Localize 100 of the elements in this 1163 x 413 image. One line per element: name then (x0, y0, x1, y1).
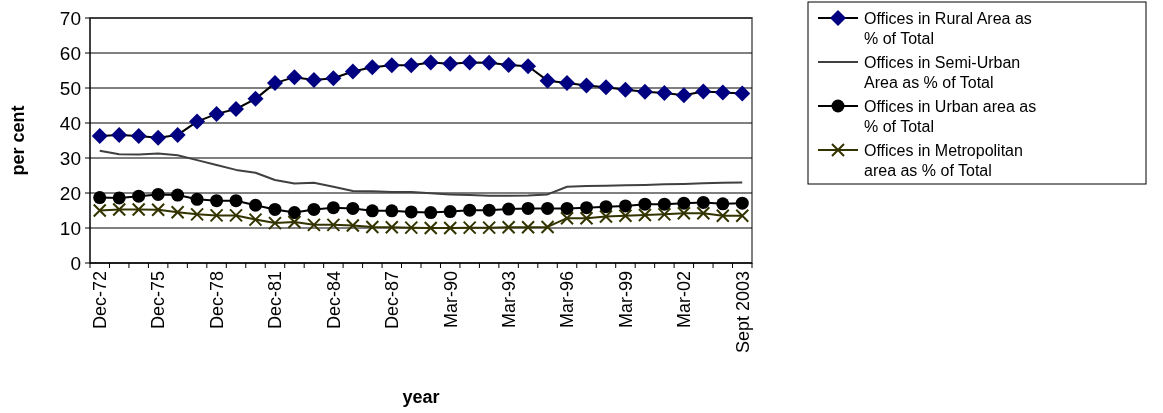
x-tick-label: Dec-84 (323, 271, 344, 330)
point (539, 72, 556, 89)
point (325, 70, 342, 87)
point (521, 201, 535, 215)
point (481, 54, 498, 71)
point (579, 211, 594, 226)
point (306, 217, 321, 232)
y-tick-label: 0 (70, 252, 81, 274)
point (597, 79, 614, 96)
point (248, 212, 263, 227)
point (307, 202, 321, 216)
x-tick-label: Mar-90 (440, 271, 461, 329)
point (404, 220, 419, 235)
point (403, 57, 420, 74)
point (150, 129, 167, 146)
point (695, 83, 712, 100)
point (326, 201, 340, 215)
x-tick-label: Mar-96 (557, 271, 578, 329)
point (345, 218, 360, 233)
y-tick-label: 20 (59, 182, 81, 204)
point (132, 189, 146, 203)
x-tick-label: Dec-72 (90, 271, 111, 330)
y-tick-label: 40 (59, 112, 81, 134)
point (130, 127, 147, 144)
point (696, 195, 710, 209)
point (365, 204, 379, 218)
x-tick-label: Dec-81 (265, 271, 286, 330)
legend-label: Offices in Semi-Urban Area as % of Total (864, 53, 1021, 91)
point (229, 194, 243, 208)
point (151, 187, 165, 201)
point (638, 197, 652, 211)
y-tick-label: 50 (59, 77, 81, 99)
point (501, 220, 516, 235)
point (716, 197, 730, 211)
point (346, 201, 360, 215)
y-tick-label: 70 (59, 7, 81, 29)
point (520, 58, 537, 75)
point (657, 197, 671, 211)
point (210, 194, 224, 208)
point (599, 200, 613, 214)
point (287, 206, 301, 220)
point (617, 81, 634, 98)
point (482, 220, 497, 235)
point (502, 202, 516, 216)
point (598, 209, 613, 224)
point (151, 202, 166, 217)
x-tick-label: Dec-75 (148, 271, 169, 330)
legend-label: Offices in Rural Area as % of Total (864, 9, 1032, 47)
point (560, 201, 574, 215)
point (521, 220, 536, 235)
point (715, 208, 730, 223)
point (578, 77, 595, 94)
point (208, 105, 225, 122)
point (676, 206, 691, 221)
point (461, 54, 478, 71)
point (93, 191, 107, 205)
point (734, 85, 751, 102)
y-axis-title: per cent (8, 105, 28, 176)
point (111, 126, 128, 143)
point (344, 63, 361, 80)
y-tick-label: 60 (59, 42, 81, 64)
point (365, 219, 380, 234)
y-tick-label: 30 (59, 147, 81, 169)
point (443, 205, 457, 219)
point (169, 126, 186, 143)
point (618, 208, 633, 223)
point (286, 69, 303, 86)
point (247, 90, 264, 107)
point (170, 205, 185, 220)
point (637, 208, 652, 223)
point (190, 207, 205, 222)
point (385, 204, 399, 218)
x-tick-label: Mar-99 (615, 271, 636, 329)
point (656, 84, 673, 101)
point (677, 196, 691, 210)
point (696, 206, 711, 221)
point (560, 211, 575, 226)
point (326, 217, 341, 232)
point (189, 113, 206, 130)
point (267, 216, 282, 231)
point (618, 199, 632, 213)
point (131, 202, 146, 217)
point (384, 220, 399, 235)
point (287, 215, 302, 230)
point (442, 55, 459, 72)
point (228, 101, 245, 117)
point (482, 203, 496, 217)
point (305, 71, 322, 88)
point (268, 202, 282, 216)
point (735, 196, 749, 210)
legend-label: Offices in Urban area as % of Total (864, 97, 1037, 135)
x-tick-label: Sept 2003 (732, 271, 753, 354)
point (443, 221, 458, 235)
point (422, 54, 439, 71)
point (91, 127, 108, 144)
point (540, 219, 555, 234)
point (463, 203, 477, 217)
y-tick-label: 10 (59, 217, 81, 239)
point (657, 207, 672, 222)
x-tick-label: Dec-78 (206, 271, 227, 330)
